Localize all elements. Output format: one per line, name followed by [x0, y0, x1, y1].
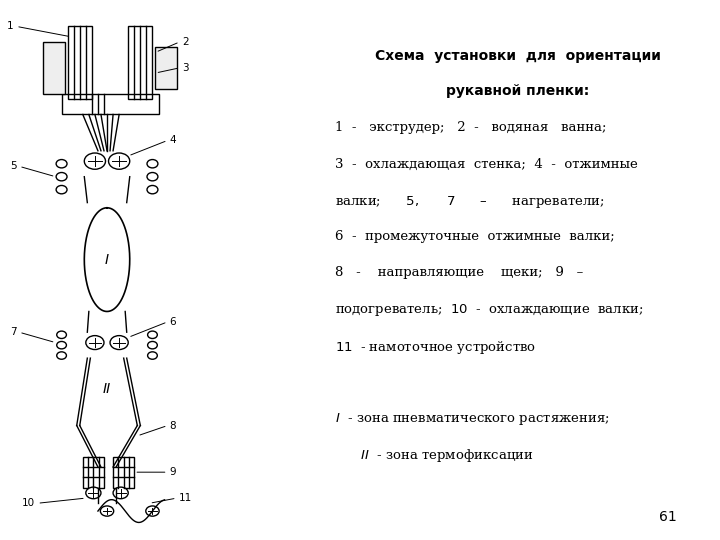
- Text: рукавной пленки:: рукавной пленки:: [446, 84, 590, 98]
- Bar: [83, 457, 104, 488]
- Bar: [43, 42, 65, 94]
- Circle shape: [100, 506, 114, 516]
- Text: 8   -    направляющие    щеки;   9   –: 8 - направляющие щеки; 9 –: [335, 266, 583, 279]
- Text: $\mathit{II}$  - зона термофиксации: $\mathit{II}$ - зона термофиксации: [335, 447, 534, 464]
- Text: 10: 10: [22, 498, 35, 508]
- Text: 3: 3: [182, 63, 189, 73]
- Text: Схема  установки  для  ориентации: Схема установки для ориентации: [375, 49, 661, 63]
- Text: $\mathit{11}$  - намоточное устройство: $\mathit{11}$ - намоточное устройство: [335, 339, 536, 355]
- Circle shape: [57, 341, 66, 349]
- Text: 7: 7: [10, 327, 17, 337]
- Circle shape: [56, 185, 67, 194]
- Text: I: I: [105, 253, 109, 267]
- Bar: [113, 457, 135, 488]
- Text: 6: 6: [170, 317, 176, 327]
- Text: 4: 4: [170, 136, 176, 145]
- Circle shape: [57, 352, 66, 359]
- Circle shape: [109, 153, 130, 169]
- Text: 1: 1: [6, 22, 13, 31]
- Circle shape: [148, 352, 157, 359]
- Bar: [68, 26, 92, 99]
- Circle shape: [57, 331, 66, 339]
- Circle shape: [148, 341, 157, 349]
- Bar: [156, 47, 176, 89]
- Bar: [128, 26, 153, 99]
- Circle shape: [86, 335, 104, 349]
- Circle shape: [147, 172, 158, 181]
- Circle shape: [147, 159, 158, 168]
- Bar: [62, 94, 158, 114]
- Circle shape: [56, 159, 67, 168]
- Text: 61: 61: [659, 510, 676, 524]
- Text: 1  -   экструдер;   2  -   водяная   ванна;: 1 - экструдер; 2 - водяная ванна;: [335, 122, 606, 134]
- Text: 2: 2: [182, 37, 189, 47]
- Circle shape: [86, 487, 101, 499]
- Text: 6  -  промежуточные  отжимные  валки;: 6 - промежуточные отжимные валки;: [335, 230, 614, 243]
- Text: $\mathit{I}$  - зона пневматического растяжения;: $\mathit{I}$ - зона пневматического раст…: [335, 411, 609, 427]
- Text: валки;      $\mathit{5,}$      $\mathit{7}$      –      нагреватели;: валки; $\mathit{5,}$ $\mathit{7}$ – нагр…: [335, 194, 604, 210]
- Text: 5: 5: [10, 161, 17, 171]
- Circle shape: [113, 487, 128, 499]
- Circle shape: [110, 335, 128, 349]
- Circle shape: [148, 331, 157, 339]
- Text: подогреватель;  $\mathit{10}$  -  охлаждающие  валки;: подогреватель; $\mathit{10}$ - охлаждающ…: [335, 302, 643, 319]
- Circle shape: [147, 185, 158, 194]
- Text: 3  -  охлаждающая  стенка;  4  -  отжимные: 3 - охлаждающая стенка; 4 - отжимные: [335, 158, 637, 171]
- Text: 11: 11: [179, 493, 192, 503]
- Text: II: II: [103, 382, 111, 396]
- Circle shape: [145, 506, 159, 516]
- Text: 8: 8: [170, 421, 176, 430]
- Circle shape: [84, 153, 106, 169]
- Circle shape: [56, 172, 67, 181]
- Text: 9: 9: [170, 467, 176, 477]
